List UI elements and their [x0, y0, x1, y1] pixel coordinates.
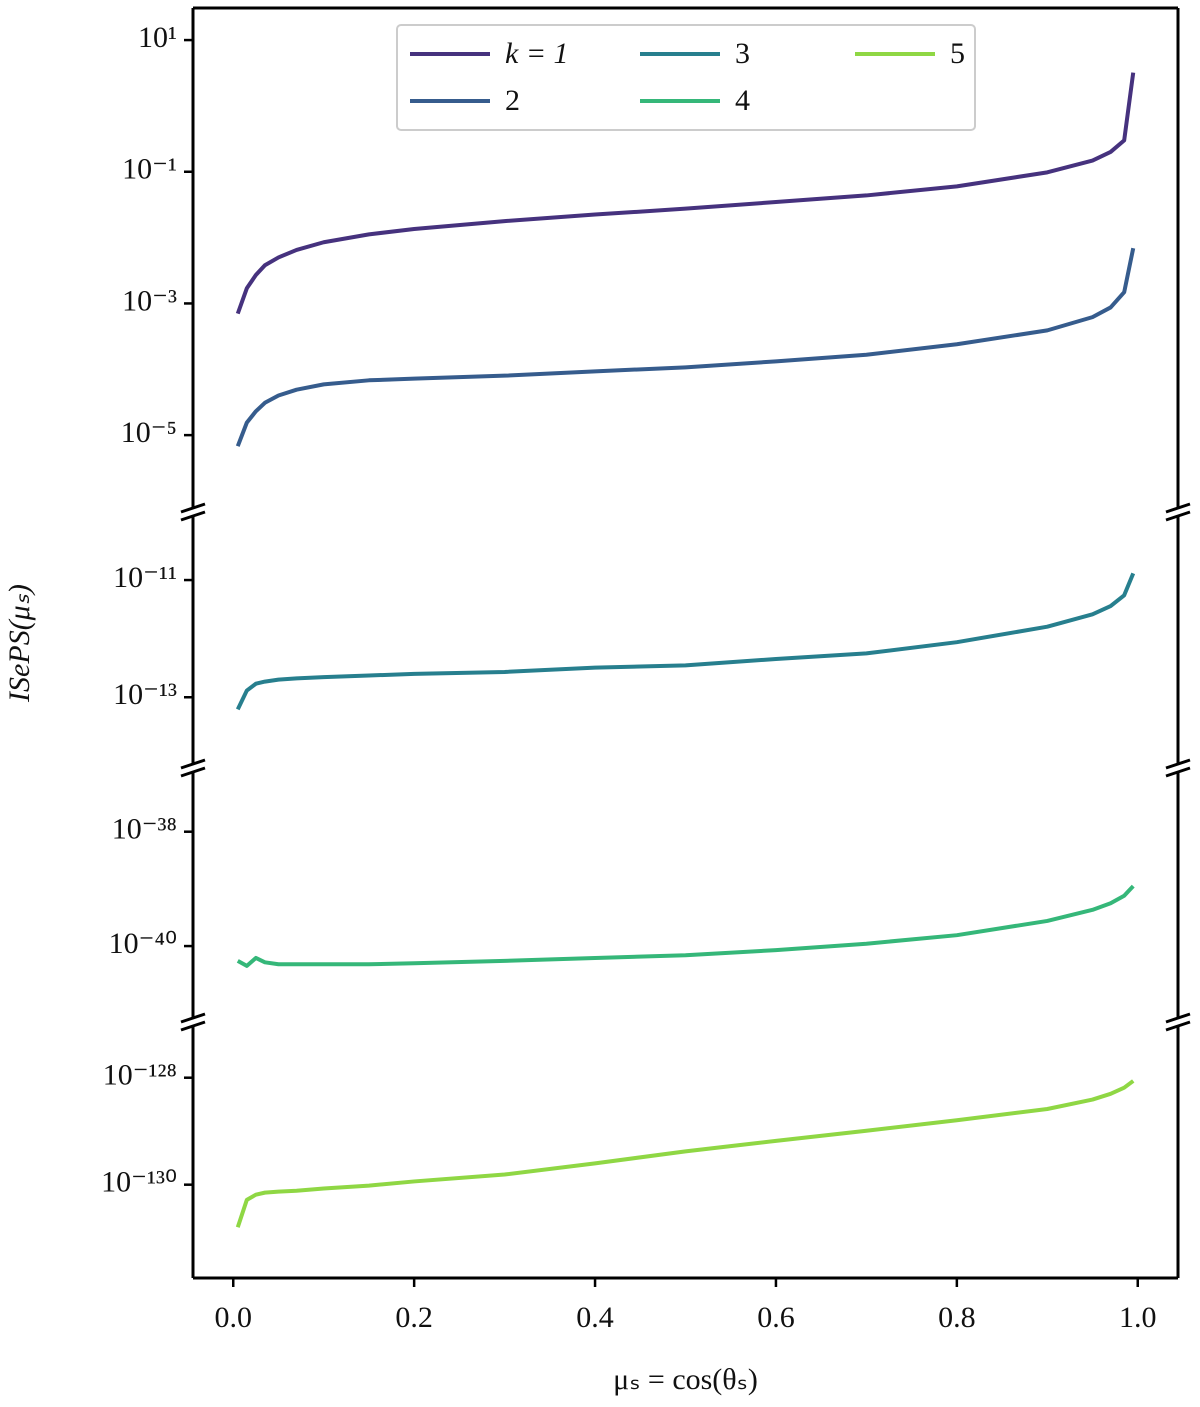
y-tick-label: 10⁻³⁸ — [112, 813, 177, 846]
y-tick-label: 10⁻¹³ — [113, 678, 177, 711]
break-mark — [1165, 502, 1191, 514]
x-tick-label: 0.2 — [395, 1301, 433, 1334]
legend-label: 3 — [735, 37, 750, 70]
break-mark — [1165, 758, 1191, 770]
legend: k = 1 2 3 4 5 — [396, 24, 976, 131]
y-tick-label: 10⁻⁴⁰ — [109, 927, 177, 960]
y-tick-label: 10⁻³ — [122, 284, 177, 317]
x-tick-label: 0.4 — [576, 1301, 614, 1334]
y-tick-label: 10⁻¹²⁸ — [103, 1059, 177, 1092]
break-mark — [1165, 510, 1191, 522]
series-line — [235, 247, 1136, 447]
y-tick-label: 10¹ — [138, 21, 177, 54]
x-tick-label: 0.0 — [215, 1301, 253, 1334]
y-tick-label: 10⁻¹³⁰ — [101, 1166, 177, 1199]
x-tick-label: 1.0 — [1119, 1301, 1157, 1334]
legend-label: 5 — [950, 37, 965, 70]
x-tick-label: 0.8 — [938, 1301, 976, 1334]
break-gap — [1166, 764, 1190, 772]
legend-label: 4 — [735, 84, 750, 117]
break-mark — [180, 766, 206, 778]
x-axis-label: μₛ = cos(θₛ) — [613, 1363, 758, 1396]
break-gap — [181, 764, 205, 772]
break-mark — [1165, 1020, 1191, 1032]
y-tick-label: 10⁻⁵ — [121, 416, 177, 449]
x-tick-label: 0.6 — [757, 1301, 795, 1334]
legend-box — [396, 24, 976, 131]
break-mark — [180, 502, 206, 514]
series-line — [235, 72, 1136, 315]
legend-label: 2 — [505, 84, 520, 117]
break-gap — [181, 1018, 205, 1026]
y-tick-label: 10⁻¹¹ — [113, 561, 177, 594]
y-axis-label: ISePS(μₛ) — [3, 584, 36, 703]
break-gap — [181, 508, 205, 516]
break-mark — [180, 1012, 206, 1024]
y-tick-label: 10⁻¹ — [122, 153, 177, 186]
legend-label: k = 1 — [505, 37, 569, 70]
break-mark — [180, 1020, 206, 1032]
series-line — [236, 884, 1135, 968]
break-gap — [1166, 1018, 1190, 1026]
break-mark — [1165, 766, 1191, 778]
series-line — [235, 1079, 1135, 1228]
break-gap — [1166, 508, 1190, 516]
break-mark — [1165, 1012, 1191, 1024]
break-mark — [180, 758, 206, 770]
break-mark — [180, 510, 206, 522]
series-line — [235, 572, 1136, 711]
